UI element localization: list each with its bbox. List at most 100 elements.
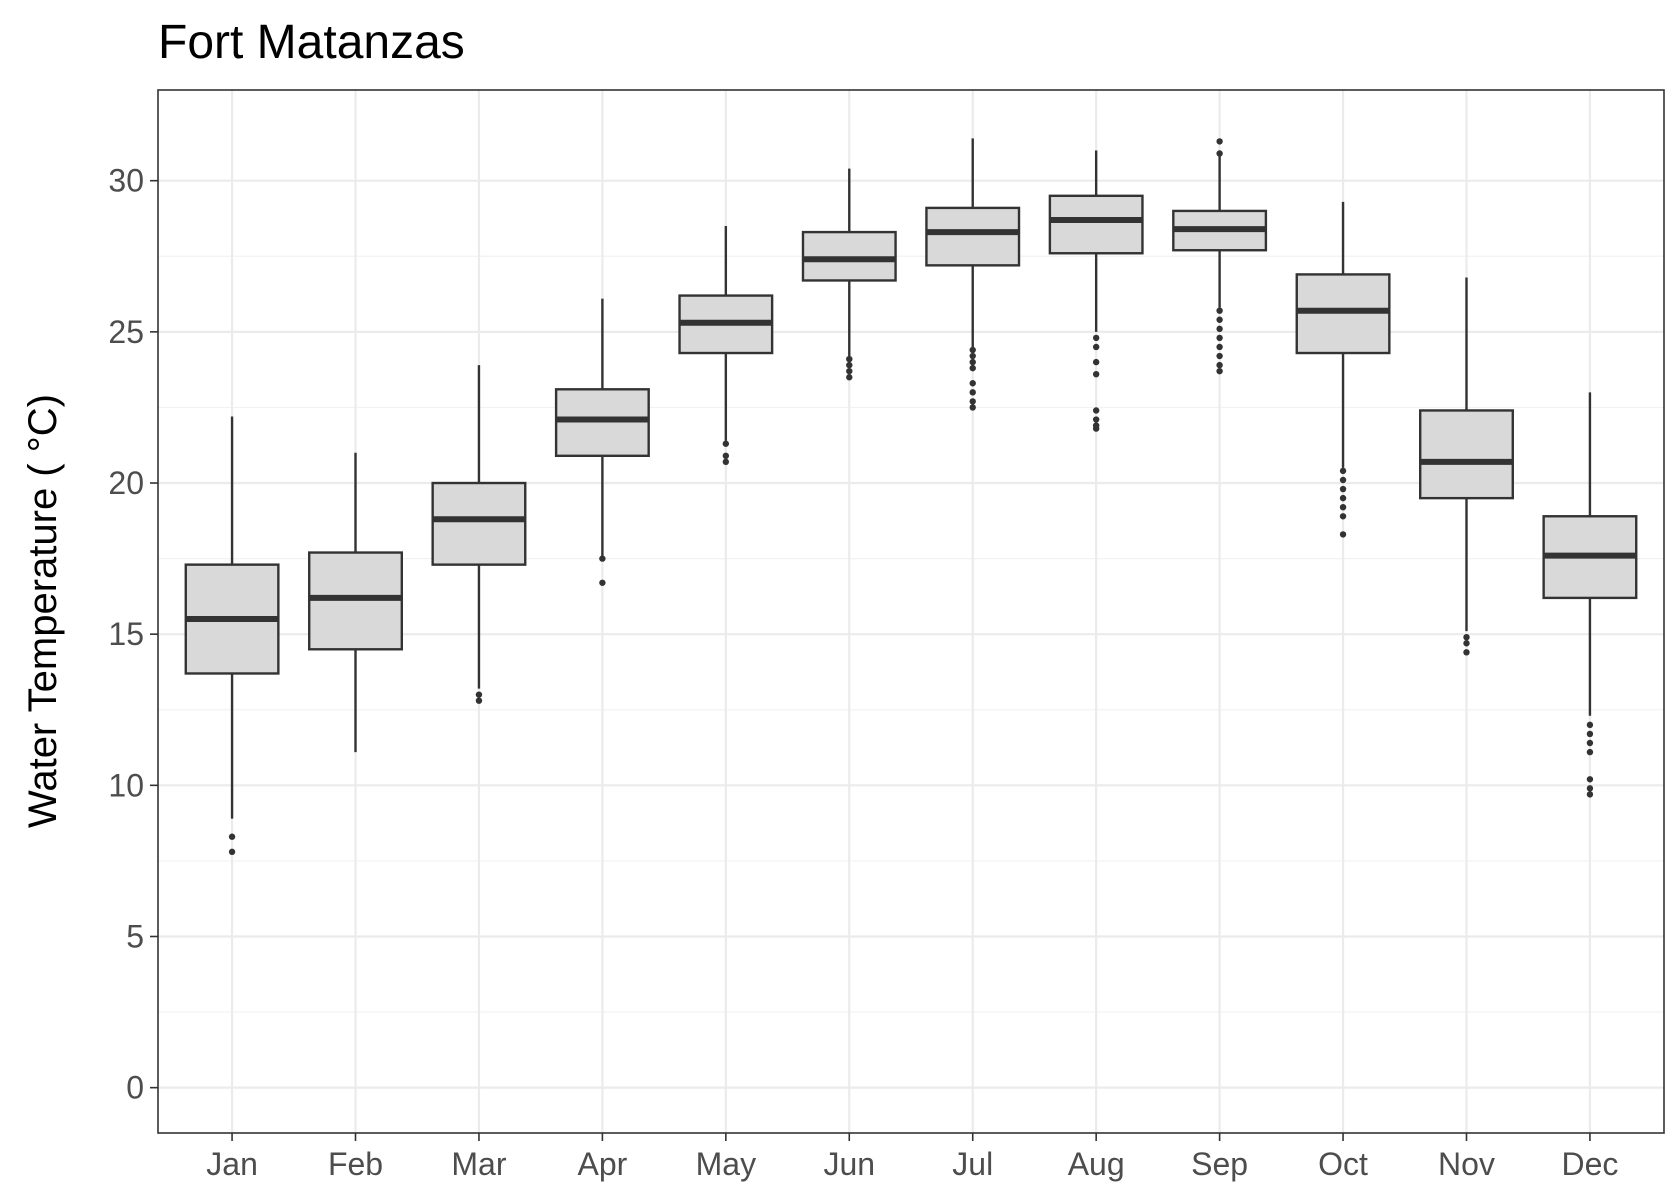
y-tick-label: 20	[108, 465, 144, 501]
box-jun	[801, 168, 897, 381]
outlier-point	[1092, 343, 1100, 351]
box-mar	[431, 365, 527, 704]
outlier-point	[1586, 791, 1594, 798]
outlier-point	[1339, 467, 1347, 475]
x-tick-label: Jul	[952, 1146, 993, 1182]
outlier-point	[475, 697, 483, 704]
y-tick-label: 25	[108, 314, 144, 350]
outlier-point	[969, 404, 976, 411]
outlier-point	[1339, 485, 1347, 493]
outlier-point	[599, 555, 606, 562]
outlier-point	[1339, 476, 1347, 484]
box-nov	[1419, 277, 1514, 656]
y-tick-label: 15	[108, 616, 144, 652]
outlier-point	[1092, 425, 1100, 432]
outlier-point	[846, 361, 853, 369]
outlier-point	[1092, 358, 1100, 366]
iqr-box	[554, 388, 650, 458]
box-dec	[1542, 392, 1638, 798]
x-tick-label: Jan	[206, 1146, 258, 1182]
outlier-point	[1216, 367, 1223, 375]
box-may	[678, 226, 774, 466]
outlier-point	[722, 458, 730, 466]
outlier-point	[1463, 640, 1470, 647]
outlier-point	[1463, 649, 1470, 656]
outlier-point	[846, 355, 853, 363]
iqr-box	[431, 481, 527, 566]
iqr-box	[925, 206, 1021, 267]
outlier-point	[1216, 316, 1223, 323]
outlier-point	[722, 452, 730, 460]
outlier-point	[1586, 739, 1594, 747]
outlier-point	[1586, 785, 1594, 792]
outlier-point	[1216, 352, 1223, 360]
outlier-point	[969, 358, 976, 366]
plot-border	[157, 89, 1665, 1134]
outlier-point	[722, 440, 730, 447]
y-tick-label: 0	[126, 1070, 144, 1106]
iqr-box	[801, 230, 897, 282]
y-tick-label: 10	[108, 767, 144, 803]
x-axis-ticks: Jan Feb Mar Apr May Jun Jul Aug Sep Oct Nov Dec	[206, 1133, 1618, 1182]
box-sep	[1172, 138, 1268, 375]
outlier-point	[846, 367, 853, 375]
outlier-point	[599, 579, 606, 586]
iqr-box	[1048, 194, 1144, 255]
outlier-point	[1339, 494, 1347, 502]
outlier-point	[1216, 343, 1223, 351]
y-axis-ticks: 0 5 10 15 20 25 30	[108, 163, 158, 1106]
y-tick-label: 30	[108, 163, 144, 199]
outlier-point	[1092, 334, 1100, 342]
outlier-point	[1216, 325, 1223, 333]
box-jan	[184, 416, 280, 856]
outlier-point	[1586, 730, 1594, 738]
outlier-point	[1586, 748, 1594, 756]
outlier-point	[1216, 150, 1223, 157]
y-axis-title: Water Temperature ( °C)	[21, 394, 65, 828]
outlier-point	[1092, 407, 1100, 414]
outlier-point	[228, 833, 236, 840]
box-jul	[925, 138, 1021, 411]
outlier-point	[1339, 513, 1347, 520]
x-tick-label: Jun	[823, 1146, 875, 1182]
outlier-point	[969, 346, 976, 354]
outlier-point	[1339, 531, 1347, 538]
outlier-point	[969, 380, 976, 387]
x-tick-label: Apr	[577, 1146, 627, 1182]
x-tick-label: Sep	[1191, 1146, 1248, 1182]
x-tick-label: Mar	[451, 1146, 506, 1182]
plot-background	[158, 90, 1664, 1133]
outlier-point	[228, 848, 236, 856]
outlier-point	[1463, 633, 1470, 641]
x-tick-label: Aug	[1068, 1146, 1125, 1182]
outlier-point	[969, 352, 976, 360]
box-feb	[308, 452, 403, 753]
box-aug	[1048, 150, 1144, 432]
outlier-point	[1216, 138, 1223, 145]
outlier-point	[1339, 504, 1347, 511]
x-tick-label: Dec	[1561, 1146, 1618, 1182]
box-layer	[184, 138, 1638, 856]
outlier-point	[1092, 416, 1100, 423]
outlier-point	[969, 398, 976, 405]
outlier-point	[1092, 370, 1100, 378]
outlier-point	[1586, 776, 1594, 783]
x-tick-label: Oct	[1318, 1146, 1368, 1182]
chart-title: Fort Matanzas	[158, 16, 465, 69]
x-tick-label: Nov	[1438, 1146, 1495, 1182]
outlier-point	[846, 374, 853, 381]
x-tick-label: Feb	[328, 1146, 383, 1182]
x-tick-label: May	[696, 1146, 756, 1182]
iqr-box	[1295, 273, 1391, 355]
outlier-point	[1216, 334, 1223, 342]
box-oct	[1295, 201, 1391, 538]
iqr-box	[308, 551, 403, 651]
outlier-point	[1586, 721, 1594, 729]
outlier-point	[475, 691, 483, 698]
y-tick-label: 5	[126, 918, 144, 954]
outlier-point	[1216, 307, 1223, 314]
box-apr	[554, 298, 650, 586]
outlier-point	[969, 364, 976, 372]
outlier-point	[969, 389, 976, 396]
